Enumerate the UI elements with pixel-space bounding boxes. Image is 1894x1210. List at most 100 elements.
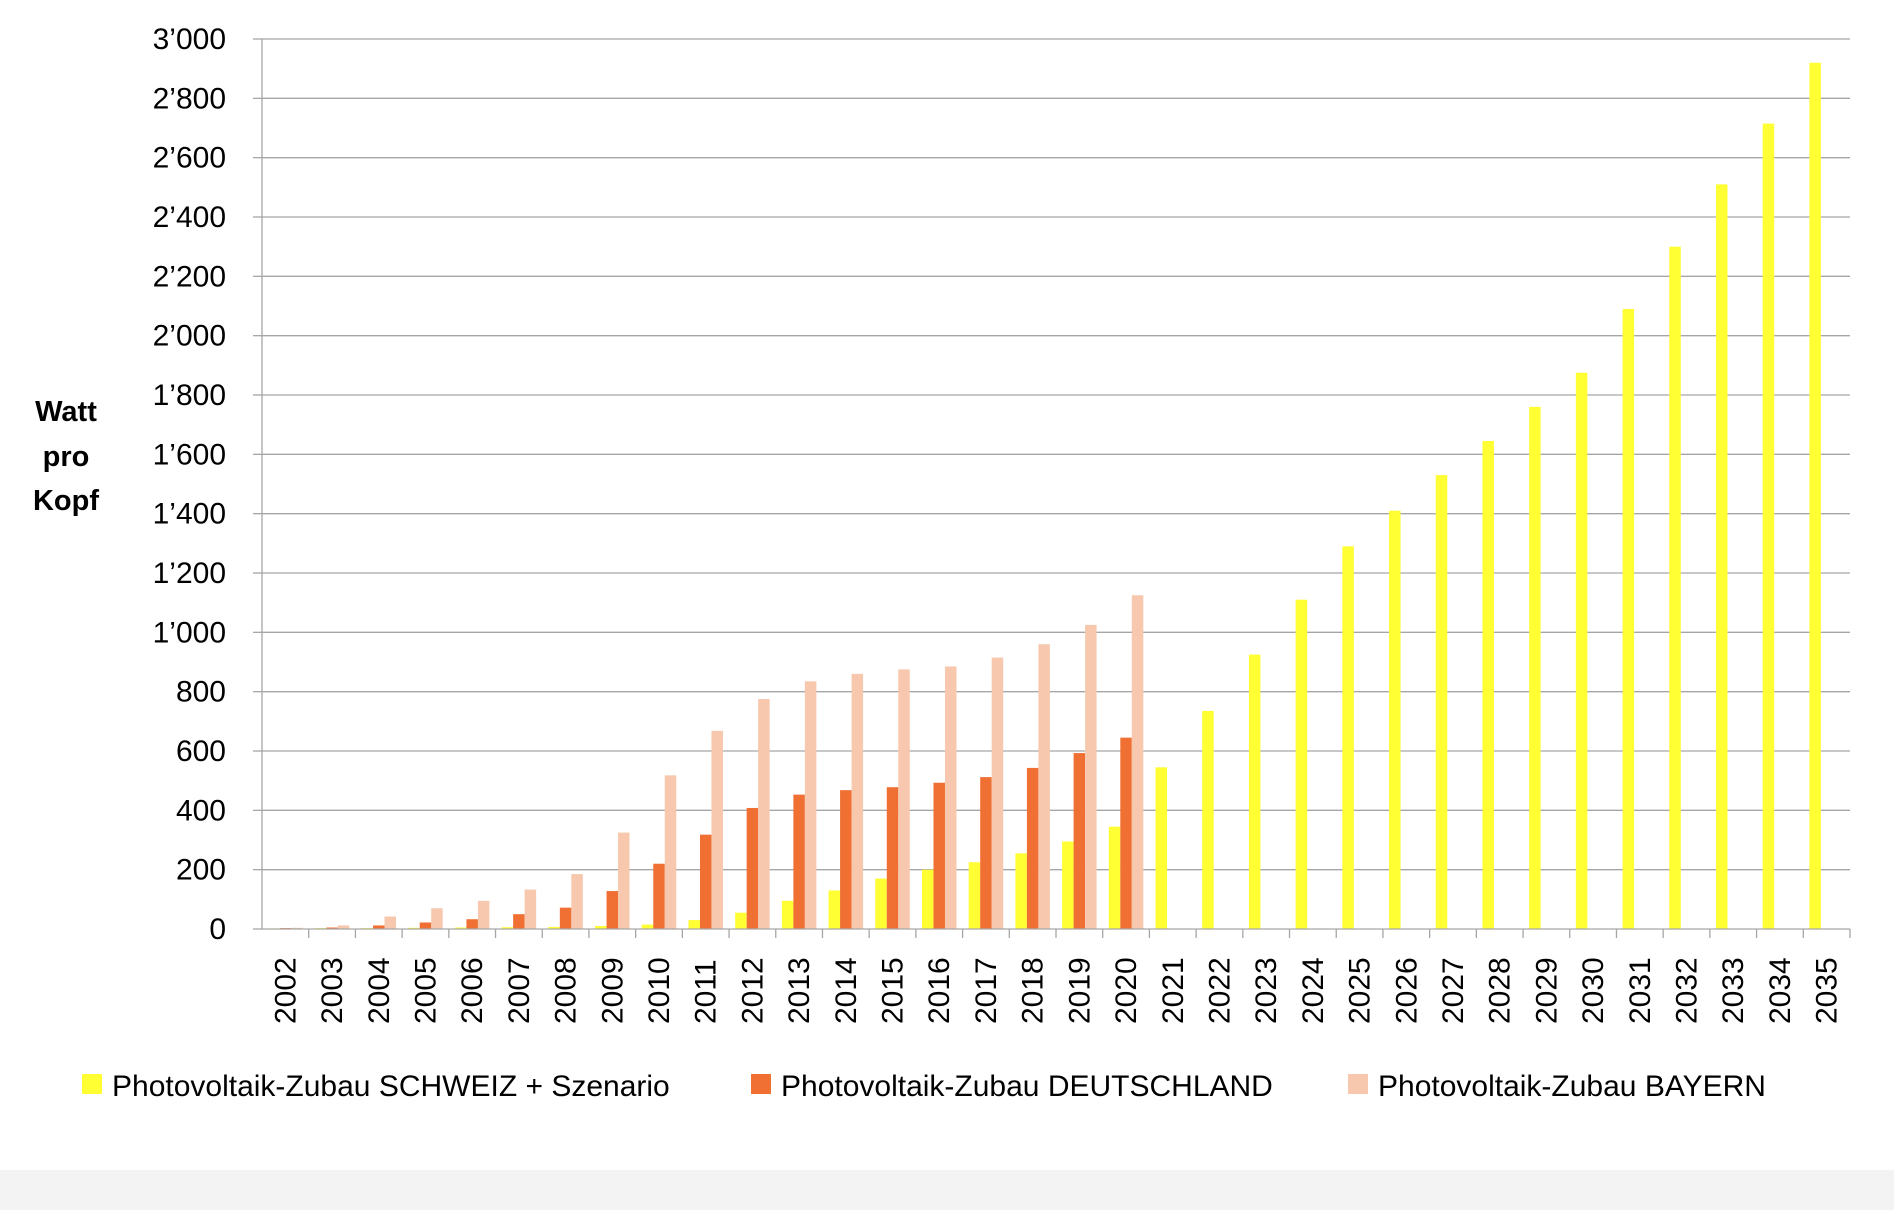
x-tick-label: 2002: [269, 957, 302, 1024]
x-tick-label: 2007: [503, 957, 536, 1024]
bar-schweiz-2029: [1529, 406, 1541, 929]
x-tick-label: 2010: [643, 957, 676, 1024]
bottom-strip: [0, 1170, 1894, 1210]
y-tick-label: 1’800: [153, 379, 226, 412]
x-tick-label: 2025: [1344, 957, 1377, 1024]
y-tick-label: 1’600: [153, 438, 226, 471]
x-tick-label: 2015: [877, 957, 910, 1024]
x-tick-label: 2011: [690, 959, 723, 1024]
bar-schweiz-2034: [1762, 123, 1775, 930]
gridlines: [262, 38, 1850, 871]
bar-bayern-2018: [1038, 644, 1050, 929]
y-tick-label: 1’000: [153, 616, 226, 649]
y-tick-label: 2’400: [153, 201, 226, 234]
bar-deutschland-2016: [933, 782, 945, 929]
bar-bayern-2019: [1085, 624, 1097, 929]
x-tick-label: 2017: [970, 957, 1003, 1024]
x-tick-label: 2012: [736, 957, 769, 1024]
bar-schweiz-2024: [1295, 599, 1308, 929]
bar-bayern-2005: [431, 908, 443, 929]
bar-deutschland-2020: [1120, 737, 1132, 929]
y-axis-label: Watt pro Kopf: [33, 396, 99, 517]
bar-bayern-2010: [664, 775, 677, 929]
y-tick-label: 3’000: [153, 23, 226, 56]
x-tick-label: 2030: [1577, 957, 1610, 1024]
x-tick-label: 2016: [923, 957, 956, 1024]
bar-schweiz-2020: [1108, 826, 1121, 929]
x-tick-label: 2003: [316, 957, 349, 1024]
chart: 0 200 400 600 800 1’000 1’200 1’400 1’600 1’800 2’…: [32, 23, 1851, 1103]
bar-deutschland-2019: [1073, 753, 1086, 929]
bar-bayern-2007: [524, 889, 537, 929]
bar-schweiz-2032: [1669, 246, 1681, 929]
x-tick-label: 2031: [1624, 957, 1657, 1024]
bar-bayern-2020: [1131, 595, 1144, 929]
y-axis-label-line: Kopf: [33, 485, 99, 517]
bar-deutschland-2009: [606, 891, 619, 929]
x-tick-label: 2019: [1063, 957, 1096, 1024]
y-tick-label: 2’800: [153, 82, 226, 115]
bar-schweiz-2023: [1248, 654, 1261, 929]
y-tick-label: 2’200: [153, 260, 226, 293]
x-tick-label: 2009: [596, 957, 629, 1024]
y-tick-label: 2’600: [153, 142, 226, 175]
bar-schweiz-2027: [1435, 475, 1448, 929]
bar-schweiz-2019: [1062, 841, 1074, 929]
bar-schweiz-2017: [968, 862, 981, 929]
bar-schweiz-2010: [641, 924, 654, 929]
bars: [268, 62, 1821, 930]
bar-bayern-2009: [618, 832, 630, 929]
bar-deutschland-2004: [373, 925, 385, 929]
bar-bayern-2014: [851, 673, 864, 929]
bar-deutschland-2018: [1026, 767, 1039, 929]
bar-schweiz-2007: [501, 927, 514, 929]
bar-bayern-2006: [477, 900, 490, 929]
legend: Photovoltaik-Zubau SCHWEIZ + Szenario Pho…: [82, 1070, 1766, 1103]
bar-schweiz-2030: [1575, 372, 1588, 929]
bar-deutschland-2003: [326, 927, 338, 929]
bar-bayern-2013: [804, 681, 817, 929]
bar-schweiz-2013: [781, 900, 794, 929]
x-tick-label: 2021: [1157, 957, 1190, 1024]
bar-deutschland-2015: [886, 787, 899, 929]
x-tick-label: 2029: [1530, 957, 1563, 1024]
legend-label: Photovoltaik-Zubau DEUTSCHLAND: [781, 1070, 1273, 1103]
bar-bayern-2017: [991, 657, 1004, 929]
bar-bayern-2012: [758, 699, 770, 929]
bar-schweiz-2015: [875, 878, 887, 929]
bar-deutschland-2017: [980, 777, 992, 929]
bar-deutschland-2010: [653, 863, 665, 929]
legend-label: Photovoltaik-Zubau SCHWEIZ + Szenario: [112, 1070, 670, 1103]
bar-schweiz-2018: [1015, 853, 1027, 929]
bar-schweiz-2008: [548, 926, 560, 929]
bar-chart: 0 200 400 600 800 1’000 1’200 1’400 1’600 1’800 2’…: [33, 23, 1851, 1103]
bar-deutschland-2007: [513, 914, 525, 929]
bar-deutschland-2014: [840, 790, 852, 929]
x-tick-label: 2014: [830, 957, 863, 1024]
y-tick-label: 400: [176, 794, 226, 827]
bar-schweiz-2009: [595, 926, 607, 929]
bar-schweiz-2035: [1809, 62, 1821, 929]
y-tick-label: 1’400: [153, 498, 226, 531]
legend-swatch: [82, 1074, 102, 1094]
x-tick-label: 2006: [456, 957, 489, 1024]
x-tick-label: 2032: [1671, 957, 1704, 1024]
bar-bayern-2008: [571, 874, 583, 929]
x-tick-label: 2018: [1017, 957, 1050, 1024]
x-tick-label: 2033: [1717, 957, 1750, 1024]
y-tick-label: 0: [209, 913, 226, 946]
bar-bayern-2003: [337, 925, 350, 929]
axes: [253, 38, 1851, 938]
y-tick-label: 800: [176, 676, 226, 709]
x-tick-label: 2022: [1203, 957, 1236, 1024]
x-tick-label: 2024: [1297, 957, 1330, 1024]
bar-schweiz-2006: [454, 927, 467, 929]
bar-deutschland-2012: [746, 807, 759, 929]
bar-deutschland-2005: [419, 922, 432, 929]
x-tick-label: 2026: [1390, 957, 1423, 1024]
y-tick-label: 2’000: [153, 320, 226, 353]
y-tick-label: 1’200: [153, 557, 226, 590]
y-tick-label: 600: [176, 735, 226, 768]
legend-label: Photovoltaik-Zubau BAYERN: [1378, 1070, 1766, 1103]
bar-schweiz-2028: [1482, 440, 1494, 929]
